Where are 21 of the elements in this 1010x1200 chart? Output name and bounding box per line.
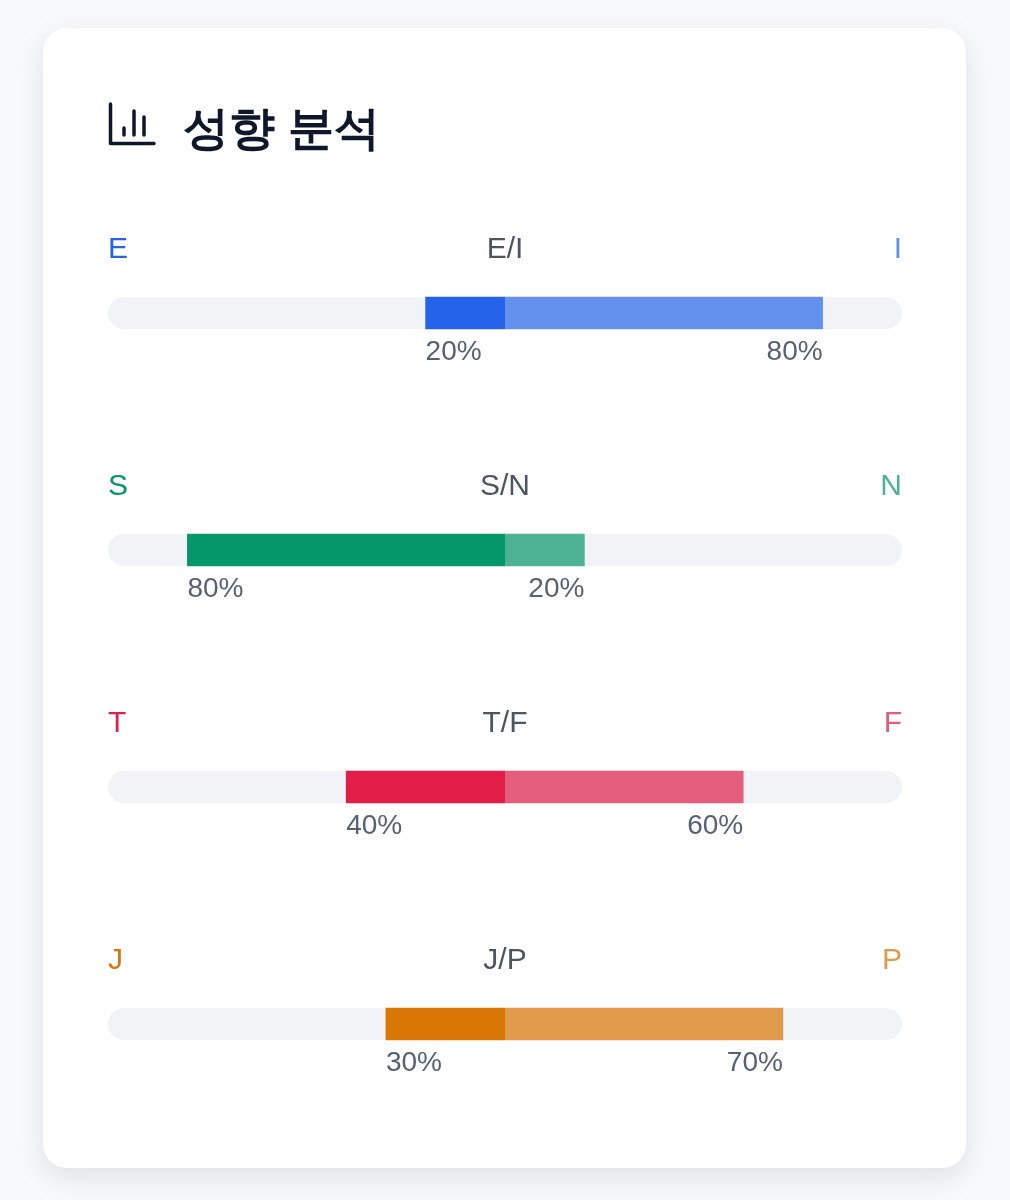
data-label: 60% — [687, 808, 744, 840]
data-label: 70% — [726, 1045, 783, 1077]
data-label: 20% — [528, 571, 585, 603]
text: P — [881, 942, 902, 976]
data-label: 30% — [385, 1045, 442, 1077]
text: S — [108, 468, 129, 502]
data-label: 80% — [187, 571, 244, 603]
y-tick-label: T/F — [482, 705, 528, 739]
data-label: 40% — [346, 808, 403, 840]
text: I — [893, 231, 902, 265]
data-label: 20% — [425, 334, 482, 366]
text: F — [883, 705, 902, 739]
y-tick-label: E/I — [486, 231, 524, 265]
text: J — [108, 942, 123, 976]
text: T — [108, 705, 127, 739]
y-tick-label: S/N — [479, 468, 531, 502]
text: N — [880, 468, 902, 502]
chart-title: 성향 분석 — [183, 101, 380, 156]
y-tick-label: J/P — [483, 942, 527, 976]
text: E — [108, 231, 129, 265]
data-label: 80% — [766, 334, 823, 366]
